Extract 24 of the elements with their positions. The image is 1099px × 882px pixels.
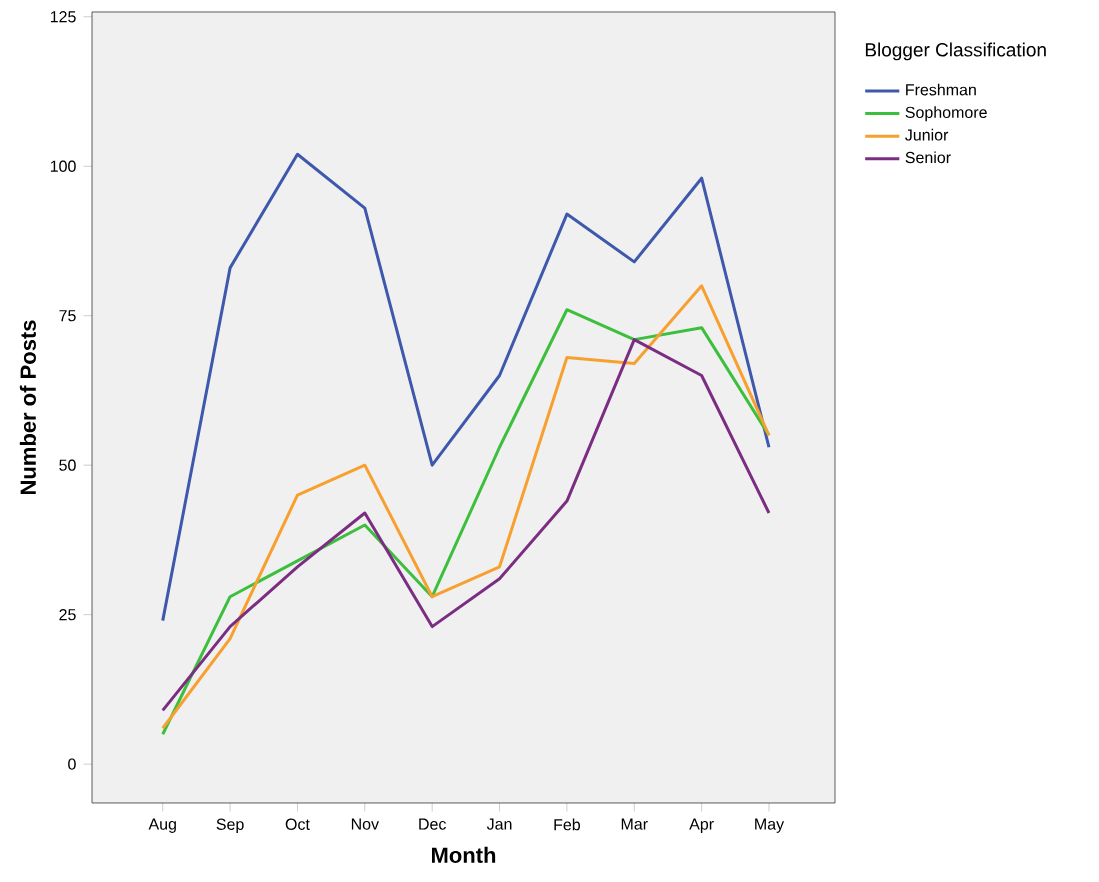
- x-tick-label: Nov: [351, 818, 379, 830]
- legend-title: Blogger Classification: [865, 42, 1046, 61]
- y-tick-label: 75: [59, 310, 76, 322]
- x-tick-label: Aug: [148, 818, 176, 833]
- x-tick-label: Feb: [554, 818, 581, 831]
- legend-label: Senior: [905, 151, 951, 164]
- x-tick-label: Mar: [621, 818, 648, 830]
- x-tick-label: Sep: [216, 818, 244, 834]
- x-tick-label: Oct: [285, 818, 310, 830]
- legend-label: Freshman: [906, 83, 976, 96]
- x-tick-label: Apr: [689, 818, 714, 833]
- y-tick-label: 50: [59, 459, 76, 471]
- legend-label: Sophomore: [905, 106, 987, 122]
- y-tick-label: 0: [68, 758, 76, 770]
- line-series: [161, 152, 771, 623]
- legend-label: Junior: [905, 128, 949, 141]
- x-tick-label: May: [755, 818, 785, 833]
- x-tick-label: Dec: [419, 818, 446, 830]
- y-tick-label: 25: [59, 608, 76, 621]
- y-tick-label: 125: [50, 11, 76, 23]
- x-axis-title: Month: [431, 846, 496, 863]
- x-tick-label: Jan: [486, 818, 512, 830]
- y-tick-label: 100: [50, 160, 76, 172]
- y-axis-title: Number of Posts: [19, 320, 36, 495]
